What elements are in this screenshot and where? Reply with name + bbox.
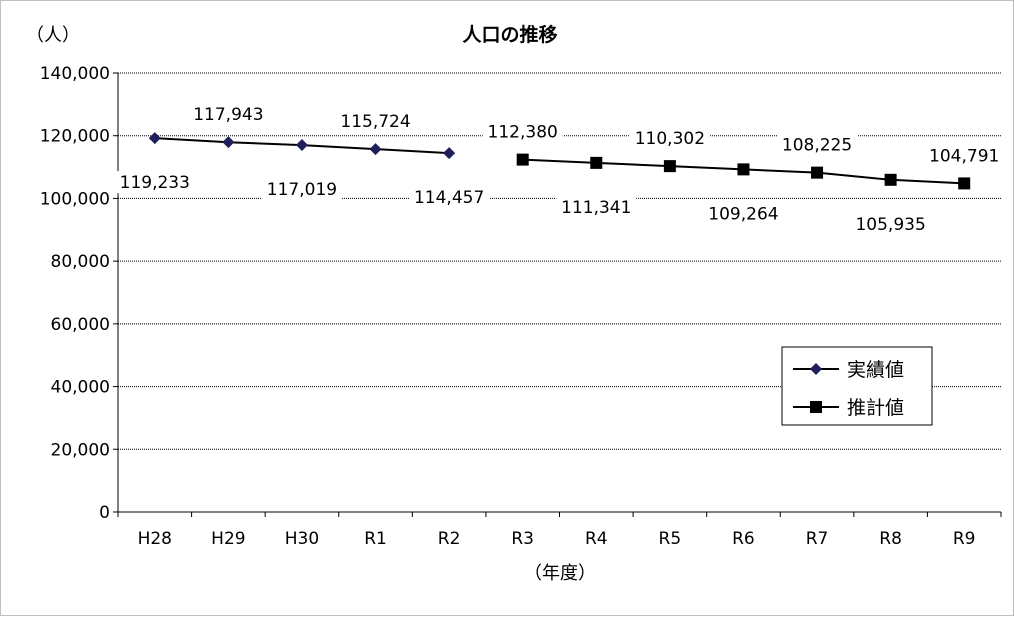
data-label: 111,341: [561, 198, 631, 218]
data-label-bg: [261, 178, 342, 201]
data-label-bg: [703, 202, 784, 225]
data-label-bg: [777, 133, 858, 156]
legend-label-actual: 実績値: [847, 359, 904, 381]
x-tick-label: R2: [438, 529, 461, 549]
axes: 020,00040,00060,00080,000100,000120,0001…: [40, 64, 1002, 549]
legend-marker-diamond: [810, 363, 822, 375]
data-label: 117,019: [267, 180, 337, 200]
legend: 実績値 推計値: [781, 346, 933, 426]
data-point-diamond: [222, 136, 235, 149]
data-label-bg: [482, 120, 563, 143]
data-label: 108,225: [782, 136, 852, 156]
chart-title: 人口の推移: [462, 23, 557, 46]
data-point-square: [811, 166, 824, 179]
data-point-square: [737, 163, 750, 176]
data-label-bg: [409, 186, 490, 209]
y-axis-unit-label: （人）: [26, 25, 80, 46]
y-tick-label: 40,000: [51, 378, 110, 398]
data-point-square: [590, 156, 603, 169]
data-label-bg: [924, 144, 1005, 167]
data-labels: 119,233 117,943 117,019 115,724 114,457 112,3…: [114, 103, 1005, 235]
y-tick-label: 140,000: [40, 64, 110, 84]
data-point-diamond: [295, 139, 308, 152]
data-label: 119,233: [120, 173, 190, 193]
x-tick-label: H29: [211, 529, 245, 549]
data-label-bg: [335, 110, 416, 133]
data-point-square: [516, 153, 529, 166]
data-point-diamond: [148, 132, 161, 145]
y-tick-label: 120,000: [40, 127, 110, 147]
x-tick-label: R9: [953, 529, 976, 549]
x-tick-label: H30: [285, 529, 319, 549]
data-label-bg: [629, 127, 710, 150]
x-tick-label: R6: [732, 529, 755, 549]
y-tick-label: 20,000: [51, 440, 110, 460]
data-point-diamond: [443, 147, 456, 160]
legend-marker-square: [810, 401, 822, 413]
data-label: 115,724: [340, 112, 410, 132]
legend-entry-actual: 実績値: [793, 359, 904, 381]
data-label-bg: [114, 171, 195, 194]
x-axis-title: （年度）: [524, 563, 596, 584]
data-label-bg: [850, 212, 931, 235]
x-tick-label: R3: [511, 529, 534, 549]
data-label-bg: [188, 103, 269, 126]
data-point-square: [663, 160, 676, 173]
data-point-square: [958, 177, 971, 190]
y-tick-label: 100,000: [40, 189, 110, 209]
x-tick-label: R7: [806, 529, 829, 549]
x-tick-label: R8: [879, 529, 902, 549]
data-label: 110,302: [635, 129, 705, 149]
legend-entry-forecast: 推計値: [793, 397, 904, 419]
data-label: 112,380: [488, 123, 558, 143]
x-tick-label: H28: [138, 529, 172, 549]
data-label: 105,935: [855, 215, 925, 235]
data-label: 114,457: [414, 188, 484, 208]
y-tick-label: 60,000: [51, 315, 110, 335]
legend-box: [781, 346, 933, 426]
x-tick-label: R4: [585, 529, 608, 549]
data-label-bg: [556, 195, 637, 218]
series-layer: [148, 132, 971, 190]
y-tick-label: 0: [99, 503, 110, 523]
data-point-square: [884, 173, 897, 186]
legend-label-forecast: 推計値: [847, 397, 904, 419]
x-tick-label: R5: [659, 529, 682, 549]
data-label: 109,264: [708, 204, 778, 224]
data-label: 117,943: [193, 105, 263, 125]
data-point-diamond: [369, 143, 382, 156]
y-tick-label: 80,000: [51, 252, 110, 272]
data-label: 104,791: [929, 146, 999, 166]
x-tick-label: R1: [364, 529, 387, 549]
